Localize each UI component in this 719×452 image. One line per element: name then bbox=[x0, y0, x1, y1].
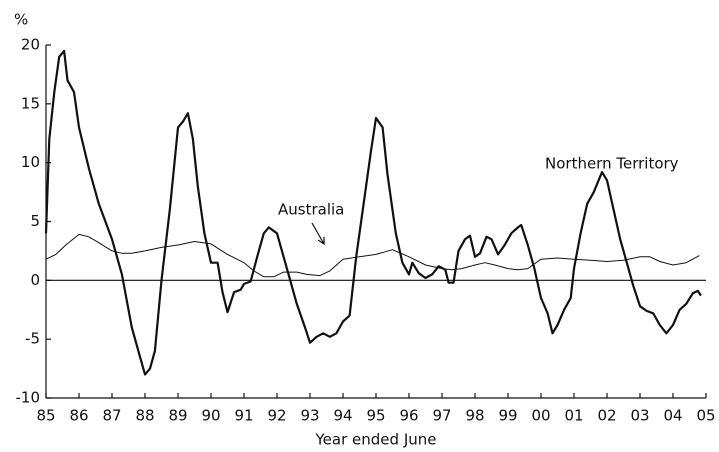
y-tick-label: -5 bbox=[25, 330, 40, 348]
series-label: Australia bbox=[278, 201, 344, 219]
x-tick-label: 87 bbox=[102, 407, 121, 425]
x-tick-label: 96 bbox=[399, 407, 418, 425]
annotation-arrow bbox=[311, 222, 325, 246]
x-tick-label: 90 bbox=[201, 407, 220, 425]
y-unit: % bbox=[14, 11, 28, 29]
x-tick-label: 98 bbox=[465, 407, 484, 425]
x-tick-label: 94 bbox=[333, 407, 352, 425]
x-tick-label: 95 bbox=[366, 407, 385, 425]
y-tick-label: 20 bbox=[21, 36, 40, 54]
x-axis-label: Year ended June bbox=[315, 431, 437, 449]
x-tick-label: 85 bbox=[36, 407, 55, 425]
y-tick-label: -10 bbox=[16, 389, 41, 407]
x-tick-label: 97 bbox=[432, 407, 451, 425]
x-tick-label: 86 bbox=[69, 407, 88, 425]
x-tick-label: 93 bbox=[300, 407, 319, 425]
x-tick-label: 01 bbox=[564, 407, 583, 425]
x-tick-label: 05 bbox=[696, 407, 715, 425]
series-line bbox=[45, 233, 700, 278]
y-tick-label: 15 bbox=[21, 94, 40, 112]
x-tick-label: 03 bbox=[630, 407, 649, 425]
x-tick-label: 04 bbox=[663, 407, 682, 425]
x-tick-label: 99 bbox=[498, 407, 517, 425]
y-tick-label: 0 bbox=[30, 271, 40, 289]
x-tick-label: 92 bbox=[267, 407, 286, 425]
x-tick-label: 02 bbox=[597, 407, 616, 425]
x-tick-label: 00 bbox=[531, 407, 550, 425]
x-tick-label: 91 bbox=[234, 407, 253, 425]
y-tick-label: 5 bbox=[30, 212, 40, 230]
x-tick-label: 89 bbox=[168, 407, 187, 425]
series-line bbox=[44, 49, 702, 376]
series-label: Northern Territory bbox=[545, 155, 679, 173]
x-tick-label: 88 bbox=[135, 407, 154, 425]
y-tick-label: 10 bbox=[21, 153, 40, 171]
